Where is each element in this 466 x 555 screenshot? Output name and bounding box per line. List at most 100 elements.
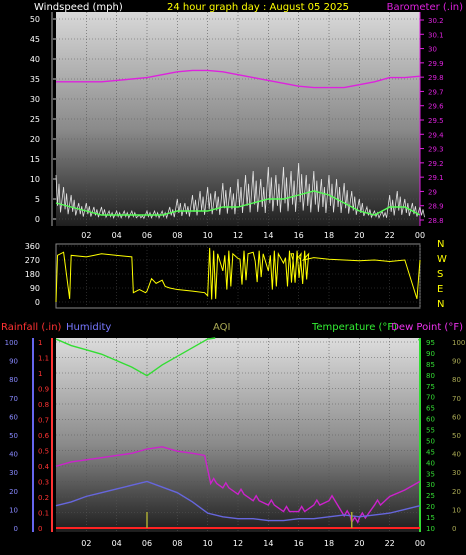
aqi-y-tick-label: 30 <box>452 469 461 477</box>
aqi-y-tick-label: 20 <box>452 488 461 496</box>
temperature-y-tick-label: 65 <box>426 405 435 413</box>
humidity-y-tick-label: 30 <box>9 469 18 477</box>
rain-y-tick-label: 0.2 <box>38 494 49 502</box>
aqi-y-tick-label: 60 <box>452 413 461 421</box>
humidity-y-tick-label: 50 <box>9 432 18 440</box>
direction-panel-grid <box>56 244 421 308</box>
wind-panel-axes: 5045403530252015105030.230.13029.929.829… <box>30 12 444 240</box>
rain-y-tick-label: 1.1 <box>38 355 49 363</box>
barometer-y-tick-label: 29.2 <box>428 160 444 168</box>
humidity-y-tick-label: 40 <box>9 451 18 459</box>
wind-speed-line <box>55 162 425 220</box>
legend-temperature: Temperature (°F) <box>311 322 397 333</box>
x-tick-label-top: 14 <box>263 231 273 240</box>
temperature-y-tick-label: 25 <box>426 492 435 500</box>
rain-y-tick-label: 0 <box>38 525 42 533</box>
x-tick-label-top: 16 <box>294 231 304 240</box>
legend-humidity: Humidity <box>66 322 111 333</box>
wind-direction-line <box>55 247 421 303</box>
barometer-y-tick-label: 29.8 <box>428 74 444 82</box>
humidity-y-tick-label: 60 <box>9 413 18 421</box>
temperature-y-tick-label: 20 <box>426 503 435 511</box>
humidity-line <box>55 480 421 522</box>
x-tick-label-bottom: 10 <box>203 539 213 548</box>
x-tick-label-top: 02 <box>81 231 91 240</box>
barometer-y-tick-label: 29.6 <box>428 103 444 111</box>
x-tick-label-top: 04 <box>112 231 122 240</box>
rain-y-tick-label: 0.8 <box>38 401 49 409</box>
x-tick-label-top: 12 <box>233 231 243 240</box>
x-tick-label-bottom: 08 <box>172 539 182 548</box>
aqi-y-tick-label: 70 <box>452 395 461 403</box>
wind-y-tick-label: 5 <box>35 195 40 204</box>
temperature-y-tick-label: 80 <box>426 372 435 380</box>
barometer-y-tick-label: 30 <box>428 46 437 54</box>
x-tick-label-top: 22 <box>385 231 395 240</box>
humidity-y-tick-label: 20 <box>9 488 18 496</box>
aqi-y-tick-label: 10 <box>452 506 461 514</box>
x-tick-label-bottom: 20 <box>354 539 364 548</box>
legend-rainfall: Rainfall (.in) <box>1 322 62 333</box>
x-tick-label-bottom: 06 <box>142 539 152 548</box>
wind-average-line <box>55 190 421 216</box>
x-tick-label-bottom: 22 <box>385 539 395 548</box>
x-tick-label-top: 00 <box>415 231 425 240</box>
temperature-panel-series <box>55 337 421 529</box>
barometer-y-tick-label: 28.9 <box>428 203 444 211</box>
barometer-y-tick-label: 29.3 <box>428 146 444 154</box>
temperature-y-tick-label: 30 <box>426 481 435 489</box>
wind-y-tick-label: 15 <box>30 155 40 164</box>
direction-y-tick-label: 180 <box>25 270 40 279</box>
wind-y-tick-label: 45 <box>30 35 40 44</box>
temperature-y-tick-label: 35 <box>426 470 435 478</box>
rain-y-tick-label: 0.9 <box>38 386 49 394</box>
direction-y-tick-label: 90 <box>30 284 40 293</box>
x-tick-label-top: 20 <box>354 231 364 240</box>
temperature-y-tick-label: 90 <box>426 350 435 358</box>
legend-aqi: AQI <box>213 322 231 333</box>
aqi-y-tick-label: 50 <box>452 432 461 440</box>
x-tick-label-bottom: 18 <box>324 539 334 548</box>
compass-label: N <box>437 299 444 310</box>
wind-y-tick-label: 35 <box>30 75 40 84</box>
humidity-y-tick-label: 100 <box>5 339 18 347</box>
compass-label: S <box>437 269 443 280</box>
wind-axis-title: Windspeed (mph) <box>34 2 123 13</box>
rain-y-tick-label: 0.4 <box>38 463 50 471</box>
wind-y-tick-label: 40 <box>30 55 40 64</box>
temperature-y-tick-label: 10 <box>426 525 435 533</box>
direction-panel-series <box>55 247 421 303</box>
barometer-axis-title: Barometer (.in) <box>387 2 463 13</box>
humidity-y-tick-label: 70 <box>9 395 18 403</box>
aqi-y-tick-label: 40 <box>452 451 461 459</box>
aqi-y-tick-label: 0 <box>452 525 456 533</box>
aqi-y-tick-label: 80 <box>452 376 461 384</box>
wind-y-tick-label: 30 <box>30 95 40 104</box>
barometer-y-tick-label: 28.8 <box>428 217 444 225</box>
direction-y-tick-label: 0 <box>35 298 40 307</box>
aqi-y-tick-label: 90 <box>452 358 461 366</box>
temperature-y-tick-label: 45 <box>426 448 435 456</box>
compass-label: W <box>437 254 447 265</box>
rain-y-tick-label: 0.7 <box>38 417 49 425</box>
rain-y-tick-label: 0.1 <box>38 510 49 518</box>
temperature-y-tick-label: 60 <box>426 416 435 424</box>
wind-y-tick-label: 0 <box>35 215 40 224</box>
barometer-y-tick-label: 29.7 <box>428 88 444 96</box>
barometer-y-tick-label: 29.1 <box>428 174 444 182</box>
humidity-y-tick-label: 80 <box>9 376 18 384</box>
x-tick-label-bottom: 00 <box>415 539 425 548</box>
temperature-y-tick-label: 15 <box>426 514 435 522</box>
chart-title: 24 hour graph day : August 05 2025 <box>167 2 349 13</box>
rain-y-tick-label: 0.3 <box>38 479 49 487</box>
rain-y-tick-label: 1 <box>38 370 42 378</box>
temperature-y-tick-label: 40 <box>426 459 435 467</box>
x-tick-label-bottom: 02 <box>81 539 91 548</box>
direction-panel-background <box>55 243 421 309</box>
x-tick-label-top: 10 <box>203 231 213 240</box>
wind-panel-series <box>55 69 425 220</box>
temperature-line <box>55 337 216 377</box>
legend-dewpoint: Dew Point (°F) <box>391 322 463 333</box>
